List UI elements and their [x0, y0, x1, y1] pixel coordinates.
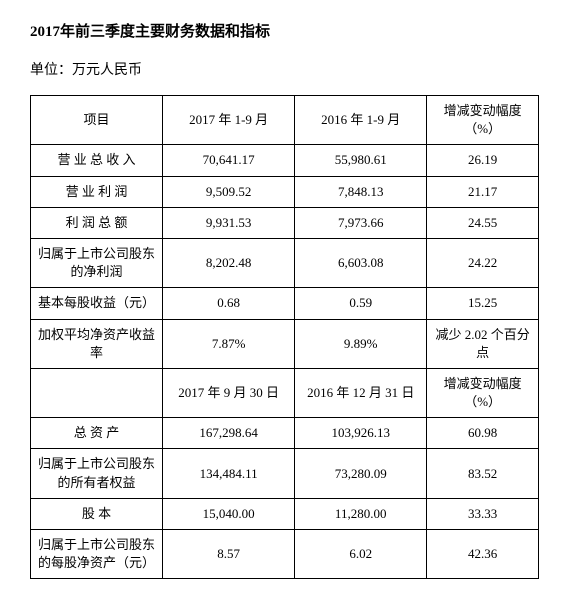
- title: 2017年前三季度主要财务数据和指标: [30, 20, 539, 41]
- row-label: 基本每股收益（元）: [31, 288, 163, 319]
- table-row: 归属于上市公司股东的净利润 8,202.48 6,603.08 24.22: [31, 238, 539, 287]
- cell: 60.98: [427, 418, 539, 449]
- table-row: 营 业 利 润 9,509.52 7,848.13 21.17: [31, 176, 539, 207]
- cell: 73,280.09: [295, 449, 427, 498]
- header-row-1: 项目 2017 年 1-9 月 2016 年 1-9 月 增减变动幅度（%）: [31, 96, 539, 145]
- cell: 7,973.66: [295, 207, 427, 238]
- col-2017-date: 2017 年 9 月 30 日: [163, 368, 295, 417]
- cell: 6,603.08: [295, 238, 427, 287]
- cell: 减少 2.02 个百分点: [427, 319, 539, 368]
- cell: 9,931.53: [163, 207, 295, 238]
- cell: 9.89%: [295, 319, 427, 368]
- cell: 7.87%: [163, 319, 295, 368]
- row-label: 归属于上市公司股东的每股净资产（元）: [31, 530, 163, 579]
- col-2017-q3: 2017 年 1-9 月: [163, 96, 295, 145]
- cell: 0.59: [295, 288, 427, 319]
- row-label: 归属于上市公司股东的所有者权益: [31, 449, 163, 498]
- row-label: 利 润 总 额: [31, 207, 163, 238]
- cell: 24.55: [427, 207, 539, 238]
- cell: 8,202.48: [163, 238, 295, 287]
- cell: 6.02: [295, 530, 427, 579]
- cell: 26.19: [427, 145, 539, 176]
- col-item: 项目: [31, 96, 163, 145]
- cell: 21.17: [427, 176, 539, 207]
- table-row: 总 资 产 167,298.64 103,926.13 60.98: [31, 418, 539, 449]
- table-row: 营 业 总 收 入 70,641.17 55,980.61 26.19: [31, 145, 539, 176]
- cell: 33.33: [427, 498, 539, 529]
- cell: 9,509.52: [163, 176, 295, 207]
- cell: 103,926.13: [295, 418, 427, 449]
- row-label: 营 业 利 润: [31, 176, 163, 207]
- col-change-pct-2: 增减变动幅度（%）: [427, 368, 539, 417]
- table-row: 利 润 总 额 9,931.53 7,973.66 24.55: [31, 207, 539, 238]
- row-label: 股 本: [31, 498, 163, 529]
- table-row: 基本每股收益（元） 0.68 0.59 15.25: [31, 288, 539, 319]
- col-2016-q3: 2016 年 1-9 月: [295, 96, 427, 145]
- row-label: 归属于上市公司股东的净利润: [31, 238, 163, 287]
- table-row: 归属于上市公司股东的所有者权益 134,484.11 73,280.09 83.…: [31, 449, 539, 498]
- cell: 42.36: [427, 530, 539, 579]
- financial-table: 项目 2017 年 1-9 月 2016 年 1-9 月 增减变动幅度（%） 营…: [30, 95, 539, 579]
- row-label: 加权平均净资产收益率: [31, 319, 163, 368]
- cell: 15.25: [427, 288, 539, 319]
- cell: 15,040.00: [163, 498, 295, 529]
- row-label: 总 资 产: [31, 418, 163, 449]
- header-row-2: 2017 年 9 月 30 日 2016 年 12 月 31 日 增减变动幅度（…: [31, 368, 539, 417]
- cell: 55,980.61: [295, 145, 427, 176]
- cell: 7,848.13: [295, 176, 427, 207]
- row-label: 营 业 总 收 入: [31, 145, 163, 176]
- col-item-2: [31, 368, 163, 417]
- col-2016-date: 2016 年 12 月 31 日: [295, 368, 427, 417]
- cell: 0.68: [163, 288, 295, 319]
- unit-label: 单位：万元人民币: [30, 59, 539, 79]
- cell: 167,298.64: [163, 418, 295, 449]
- cell: 83.52: [427, 449, 539, 498]
- cell: 24.22: [427, 238, 539, 287]
- cell: 134,484.11: [163, 449, 295, 498]
- cell: 8.57: [163, 530, 295, 579]
- table-row: 归属于上市公司股东的每股净资产（元） 8.57 6.02 42.36: [31, 530, 539, 579]
- table-row: 加权平均净资产收益率 7.87% 9.89% 减少 2.02 个百分点: [31, 319, 539, 368]
- col-change-pct: 增减变动幅度（%）: [427, 96, 539, 145]
- cell: 11,280.00: [295, 498, 427, 529]
- table-row: 股 本 15,040.00 11,280.00 33.33: [31, 498, 539, 529]
- cell: 70,641.17: [163, 145, 295, 176]
